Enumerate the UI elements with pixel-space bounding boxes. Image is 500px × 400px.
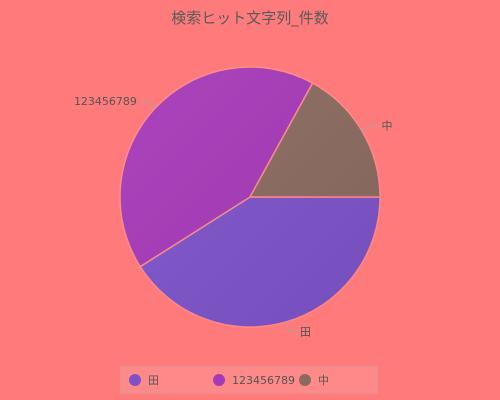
label-leader-line — [362, 126, 379, 131]
slice-label: 田 — [300, 325, 311, 338]
slice-label: 中 — [382, 120, 393, 133]
label-leader-line — [140, 101, 155, 108]
legend: 田 123456789 中 — [120, 366, 378, 394]
legend-item-2[interactable]: 中 — [299, 373, 329, 387]
legend-label: 中 — [318, 372, 329, 388]
legend-item-1[interactable]: 123456789 — [213, 373, 295, 387]
legend-marker-icon — [213, 374, 225, 386]
legend-marker-icon — [299, 374, 311, 386]
legend-marker-icon — [129, 374, 141, 386]
legend-label: 123456789 — [232, 374, 295, 387]
legend-label: 田 — [148, 372, 159, 388]
slice-label: 123456789 — [74, 95, 137, 108]
label-leader-line — [286, 322, 297, 332]
legend-item-0[interactable]: 田 — [129, 373, 159, 387]
